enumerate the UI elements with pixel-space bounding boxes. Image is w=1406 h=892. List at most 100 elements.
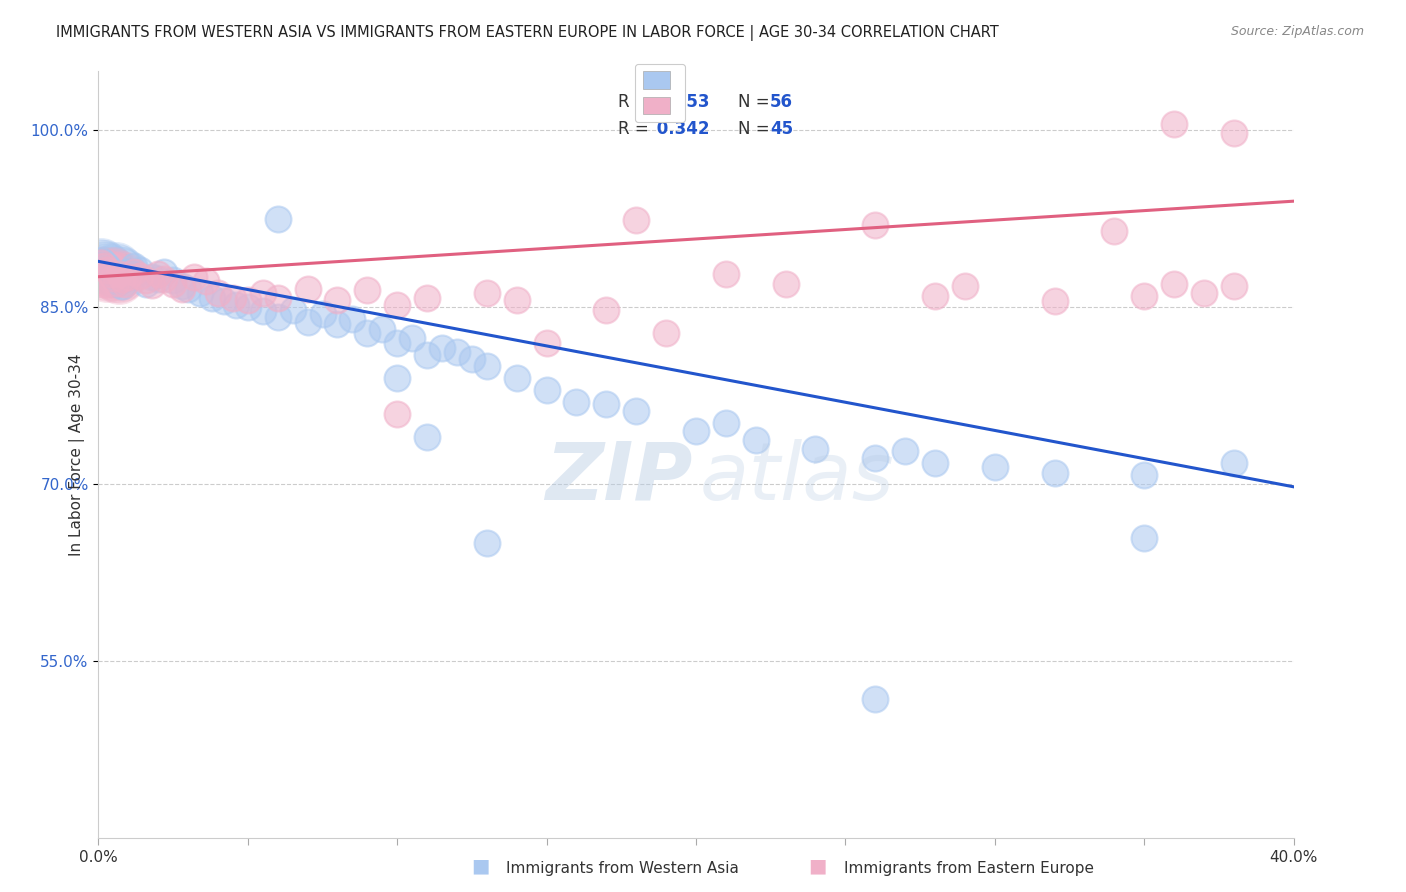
Point xyxy=(124,265,146,279)
Point xyxy=(111,272,134,286)
Point xyxy=(865,451,887,466)
Point xyxy=(195,275,218,289)
Point xyxy=(129,262,152,277)
Text: atlas: atlas xyxy=(700,439,894,517)
Point xyxy=(267,291,290,305)
Point xyxy=(98,268,122,282)
Point xyxy=(626,213,648,227)
Point xyxy=(111,265,134,279)
Point xyxy=(153,272,176,286)
Point xyxy=(461,352,484,367)
Point xyxy=(326,293,349,308)
Point xyxy=(430,341,453,355)
Point xyxy=(188,286,211,301)
Point xyxy=(326,317,349,331)
Point xyxy=(984,459,1007,474)
Point xyxy=(105,269,128,284)
Point xyxy=(90,255,112,269)
Point xyxy=(565,394,588,409)
Point xyxy=(506,371,529,385)
Point xyxy=(342,312,364,326)
Point xyxy=(90,255,112,269)
Point xyxy=(475,359,498,374)
Point xyxy=(96,269,118,284)
Point xyxy=(96,259,118,273)
Point xyxy=(98,262,122,277)
Text: ZIP: ZIP xyxy=(546,439,692,517)
Point xyxy=(98,268,122,282)
Point xyxy=(105,271,128,285)
Text: Immigrants from Eastern Europe: Immigrants from Eastern Europe xyxy=(844,861,1094,876)
Point xyxy=(385,407,409,421)
Point xyxy=(90,265,112,279)
Text: -0.453: -0.453 xyxy=(651,93,710,111)
Point xyxy=(385,371,409,385)
Point xyxy=(953,279,976,293)
Point xyxy=(297,314,319,328)
Point xyxy=(114,277,136,291)
Text: 45: 45 xyxy=(770,120,793,138)
Point xyxy=(141,269,163,284)
Point xyxy=(685,425,707,439)
Point xyxy=(108,262,131,277)
Point xyxy=(103,265,125,279)
Point xyxy=(236,301,259,315)
Text: R =: R = xyxy=(619,93,654,111)
Point xyxy=(108,268,131,282)
Point xyxy=(111,279,134,293)
Point xyxy=(1192,286,1215,301)
Point xyxy=(114,271,136,285)
Point xyxy=(93,268,115,282)
Point xyxy=(446,345,468,359)
Point xyxy=(924,288,946,302)
Point xyxy=(385,298,409,312)
Point xyxy=(714,268,737,282)
Point xyxy=(536,383,558,397)
Point xyxy=(1223,126,1246,140)
Point xyxy=(177,281,200,295)
Y-axis label: In Labor Force | Age 30-34: In Labor Force | Age 30-34 xyxy=(69,353,84,557)
Point xyxy=(148,268,170,282)
Point xyxy=(865,692,887,706)
Point xyxy=(356,326,378,341)
Point xyxy=(172,281,194,295)
Point xyxy=(96,260,118,275)
Point xyxy=(105,276,128,290)
Point xyxy=(135,273,157,287)
Point xyxy=(267,310,290,324)
Point xyxy=(506,293,529,308)
Point xyxy=(1133,467,1156,482)
Point xyxy=(1043,466,1066,480)
Text: ■: ■ xyxy=(808,857,827,876)
Point xyxy=(98,262,122,277)
Point xyxy=(311,308,333,322)
Point xyxy=(401,331,423,345)
Point xyxy=(222,291,245,305)
Point xyxy=(93,255,115,269)
Point xyxy=(117,265,139,279)
Point xyxy=(714,416,737,430)
Point xyxy=(595,302,617,317)
Point xyxy=(90,253,112,268)
Point xyxy=(924,456,946,470)
Point xyxy=(416,291,439,305)
Point xyxy=(865,218,887,232)
Text: Immigrants from Western Asia: Immigrants from Western Asia xyxy=(506,861,740,876)
Point xyxy=(1133,531,1156,545)
Point xyxy=(281,302,304,317)
Point xyxy=(141,277,163,292)
Point xyxy=(416,430,439,444)
Point xyxy=(172,279,194,293)
Point xyxy=(1223,279,1246,293)
Point xyxy=(252,286,274,301)
Point xyxy=(153,265,176,279)
Text: ■: ■ xyxy=(471,857,489,876)
Point xyxy=(655,326,678,341)
Point xyxy=(162,277,184,291)
Text: N =: N = xyxy=(738,93,775,111)
Point xyxy=(135,277,157,291)
Point xyxy=(236,293,259,308)
Point xyxy=(894,444,917,458)
Point xyxy=(297,281,319,295)
Text: R =: R = xyxy=(619,120,654,138)
